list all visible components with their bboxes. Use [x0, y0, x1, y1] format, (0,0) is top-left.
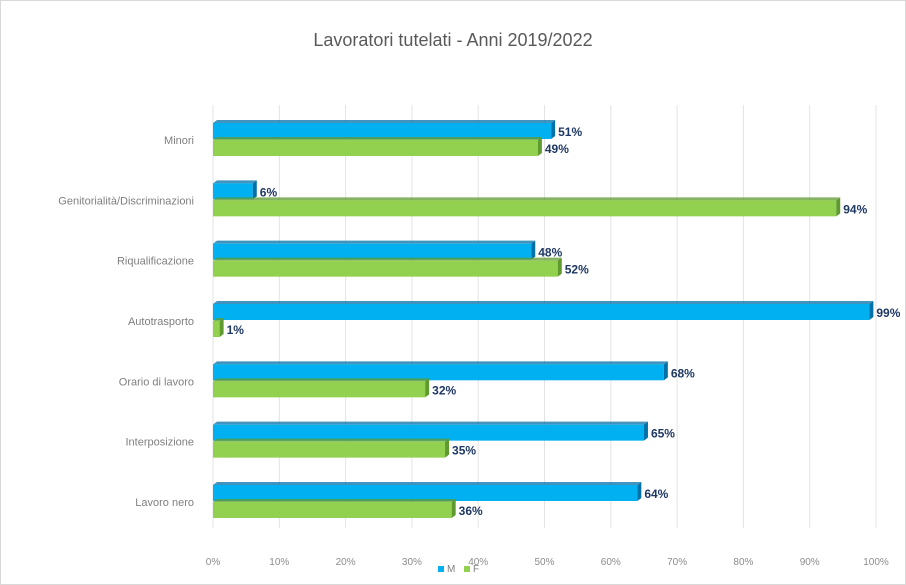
data-label: 68%: [671, 366, 695, 380]
bar-f: [213, 140, 538, 156]
bar-top-face: [213, 421, 648, 425]
bar-m: [213, 424, 644, 441]
bar-end-face: [451, 498, 456, 518]
bar-m: [213, 364, 664, 381]
bar-f: [213, 381, 426, 398]
x-tick-label: 30%: [402, 557, 422, 568]
data-label: 1%: [227, 323, 245, 337]
bar-m: [213, 484, 638, 501]
x-tick-label: 100%: [863, 557, 889, 568]
bar-end-face: [643, 421, 648, 441]
x-tick-label: 0%: [206, 557, 221, 568]
legend-swatch-m: [438, 566, 444, 572]
bar-f: [213, 501, 452, 518]
bar-top-face: [213, 257, 562, 261]
bar-end-face: [445, 438, 450, 458]
data-label: 64%: [644, 487, 668, 501]
x-tick-label: 60%: [601, 557, 621, 568]
category-label: Autotrasporto: [128, 316, 194, 328]
category-label: Lavoro nero: [135, 497, 194, 509]
bar-top-face: [213, 378, 430, 382]
bar-f: [213, 441, 446, 458]
x-tick-label: 50%: [534, 557, 554, 568]
bar-end-face: [637, 481, 642, 501]
category-label: Genitorialità/Discriminazioni: [58, 195, 194, 207]
bar-f: [213, 320, 220, 337]
bar-top-face: [213, 197, 841, 201]
bar-m: [213, 243, 532, 260]
bar-end-face: [252, 180, 257, 200]
x-tick-label: 90%: [800, 557, 820, 568]
data-label: 6%: [260, 185, 278, 199]
bar-top-face: [213, 438, 450, 442]
data-label: 48%: [538, 246, 562, 260]
data-label: 99%: [876, 306, 900, 320]
bar-top-face: [213, 137, 542, 140]
data-label: 51%: [558, 125, 582, 139]
bar-m: [213, 123, 552, 139]
bar-end-face: [531, 240, 536, 260]
x-tick-label: 80%: [733, 557, 753, 568]
category-label: Interposizione: [126, 437, 195, 449]
bar-end-face: [836, 197, 841, 217]
bar-end-face: [869, 300, 874, 320]
bar-end-face: [557, 257, 562, 277]
bar-end-face: [537, 137, 542, 156]
bar-top-face: [213, 361, 668, 365]
bar-top-face: [213, 300, 874, 304]
bar-top-face: [213, 120, 556, 123]
bar-end-face: [663, 361, 668, 381]
bar-end-face: [551, 120, 556, 139]
data-label: 35%: [452, 444, 476, 458]
bar-end-face: [425, 378, 430, 398]
x-tick-label: 20%: [336, 557, 356, 568]
bar-m: [213, 303, 870, 320]
data-label: 94%: [843, 202, 867, 216]
x-tick-label: 70%: [667, 557, 687, 568]
data-label: 65%: [651, 427, 675, 441]
bar-f: [213, 260, 558, 277]
data-label: 32%: [432, 383, 456, 397]
bar-f: [213, 200, 837, 217]
data-label: 36%: [459, 504, 483, 518]
x-tick-label: 10%: [269, 557, 289, 568]
x-tick-label: 40%: [468, 557, 488, 568]
legend-swatch-f: [464, 566, 470, 572]
bar-top-face: [213, 317, 224, 321]
bar-m: [213, 183, 253, 200]
bar-top-face: [213, 180, 257, 184]
data-label: 49%: [545, 142, 569, 156]
data-label: 52%: [565, 263, 589, 277]
bar-top-face: [213, 481, 642, 485]
category-label: Minori: [164, 135, 194, 147]
category-label: Riqualificazione: [117, 256, 194, 268]
category-label: Orario di lavoro: [119, 376, 194, 388]
bar-top-face: [213, 240, 536, 244]
bar-end-face: [219, 317, 224, 337]
chart-title: Lavoratori tutelati - Anni 2019/2022: [313, 30, 593, 50]
bar-top-face: [213, 498, 456, 502]
legend-label: M: [447, 564, 455, 575]
legend-label: F: [473, 564, 479, 575]
